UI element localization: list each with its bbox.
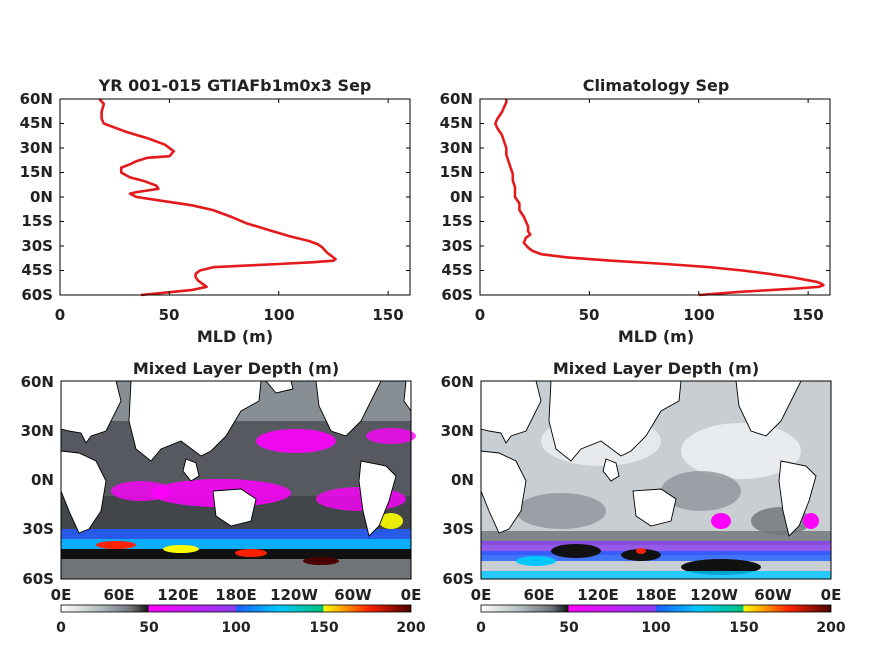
- mld-tick-150: 150: [372, 306, 403, 324]
- lat-tick-0n: 0N: [450, 188, 473, 206]
- map-title-climatology: Mixed Layer Depth (m): [553, 359, 759, 378]
- map-lon-ticks-climatology: 0E 60E 120E 180E 120W 60W 0E: [471, 586, 842, 604]
- lat-tick-45n: 45N: [20, 114, 53, 132]
- map-lon-0e: 0E: [51, 586, 72, 604]
- lat-tick-0n: 0N: [30, 188, 53, 206]
- map-lat-30n: 30N: [441, 422, 474, 440]
- map-lat-60n: 60N: [21, 373, 54, 391]
- mld-tick-50: 50: [579, 306, 600, 324]
- map-lon-0e-end: 0E: [401, 586, 422, 604]
- map-lon-60w: 60W: [754, 586, 792, 604]
- lat-tick-15s: 15S: [441, 212, 473, 230]
- mld-tick-0: 0: [55, 306, 65, 324]
- lat-tick-labels-model: 60N 45N 30N 15N 0N 15S 30S 45S 60S: [20, 90, 53, 304]
- mld-profile-line-model: [98, 98, 337, 297]
- map-lon-180e: 180E: [215, 586, 257, 604]
- map-lon-180e: 180E: [635, 586, 677, 604]
- mld-profile-line-climatology: [494, 99, 825, 297]
- mld-tick-0: 0: [475, 306, 485, 324]
- map-lon-60w: 60W: [334, 586, 372, 604]
- map-title-model: Mixed Layer Depth (m): [133, 359, 339, 378]
- map-lat-30n: 30N: [21, 422, 54, 440]
- lat-tick-60s: 60S: [441, 286, 473, 304]
- map-panel-model: Mixed Layer Depth (m) 60N 30N 0N 30S 60S…: [21, 359, 426, 636]
- plot-frame: [479, 98, 831, 296]
- map-lat-ticks-climatology: 60N 30N 0N 30S 60S: [441, 373, 474, 588]
- map-lat-60s: 60S: [22, 570, 54, 588]
- lat-tick-labels-climatology: 60N 45N 30N 15N 0N 15S 30S 45S 60S: [440, 90, 473, 304]
- profile-title-climatology: Climatology Sep: [583, 76, 730, 95]
- lat-tick-30n: 30N: [440, 139, 473, 157]
- profile-plot-area-model: [59, 98, 411, 297]
- colorbar-model: 0 50 100 150 200: [56, 604, 426, 636]
- lat-tick-15n: 15N: [20, 163, 53, 181]
- colorbar-ramp: [60, 604, 412, 613]
- colorbar-tick-200: 200: [816, 620, 845, 636]
- lat-tick-60s: 60S: [21, 286, 53, 304]
- lat-tick-15s: 15S: [21, 212, 53, 230]
- mld-tick-100: 100: [263, 306, 294, 324]
- x-axis-label-climatology: MLD (m): [618, 327, 694, 346]
- colorbar-tick-0: 0: [56, 620, 66, 636]
- lat-tick-15n: 15N: [440, 163, 473, 181]
- ocean-field-climatology: [480, 380, 832, 580]
- map-lon-60e: 60E: [523, 586, 554, 604]
- mld-tick-100: 100: [683, 306, 714, 324]
- lat-tick-30s: 30S: [441, 237, 473, 255]
- map-lon-60e: 60E: [103, 586, 134, 604]
- mld-tick-50: 50: [159, 306, 180, 324]
- map-frame: [60, 380, 412, 580]
- profile-panel-model: YR 001-015 GTIAFb1m0x3 Sep 60N 45N 30N 1…: [20, 76, 411, 346]
- map-lon-120w: 120W: [690, 586, 738, 604]
- colorbar-tick-0: 0: [476, 620, 486, 636]
- map-lat-0n: 0N: [451, 471, 474, 489]
- map-lon-0e: 0E: [471, 586, 492, 604]
- map-lat-60n: 60N: [441, 373, 474, 391]
- mld-map-model: [60, 380, 417, 580]
- map-lon-120e: 120E: [157, 586, 199, 604]
- lat-tick-60n: 60N: [20, 90, 53, 108]
- colorbar-tick-150: 150: [309, 620, 338, 636]
- map-lat-30s: 30S: [22, 520, 54, 538]
- mld-tick-labels-climatology: 0 50 100 150: [475, 306, 824, 324]
- colorbar-tick-50: 50: [139, 620, 159, 636]
- lat-tick-30n: 30N: [20, 139, 53, 157]
- profile-panel-climatology: Climatology Sep 60N 45N 30N 15N 0N 15S 3…: [440, 76, 831, 346]
- lat-tick-45n: 45N: [440, 114, 473, 132]
- colorbar-tick-150: 150: [729, 620, 758, 636]
- profile-plot-area-climatology: [479, 98, 831, 297]
- mld-tick-labels-model: 0 50 100 150: [55, 306, 404, 324]
- map-lat-30s: 30S: [442, 520, 474, 538]
- map-lat-60s: 60S: [442, 570, 474, 588]
- map-lat-ticks-model: 60N 30N 0N 30S 60S: [21, 373, 54, 588]
- lat-tick-45s: 45S: [21, 261, 53, 279]
- colorbar-tick-100: 100: [221, 620, 250, 636]
- colorbar-climatology: 0 50 100 150 200: [476, 604, 846, 636]
- mld-map-climatology: [480, 380, 832, 580]
- lat-tick-45s: 45S: [441, 261, 473, 279]
- ocean-field-model: [60, 380, 417, 580]
- colorbar-ramp: [480, 604, 832, 613]
- mld-tick-150: 150: [792, 306, 823, 324]
- profile-title-model: YR 001-015 GTIAFb1m0x3 Sep: [98, 76, 372, 95]
- x-axis-label-model: MLD (m): [197, 327, 273, 346]
- map-lon-120w: 120W: [270, 586, 318, 604]
- map-lon-0e-end: 0E: [821, 586, 842, 604]
- colorbar-tick-100: 100: [641, 620, 670, 636]
- colorbar-tick-200: 200: [396, 620, 425, 636]
- lat-tick-60n: 60N: [440, 90, 473, 108]
- map-lon-120e: 120E: [577, 586, 619, 604]
- colorbar-tick-50: 50: [559, 620, 579, 636]
- map-lat-0n: 0N: [31, 471, 54, 489]
- map-lon-ticks-model: 0E 60E 120E 180E 120W 60W 0E: [51, 586, 422, 604]
- map-frame: [480, 380, 832, 580]
- lat-tick-30s: 30S: [21, 237, 53, 255]
- map-panel-climatology: Mixed Layer Depth (m) 60N 30N 0N 30S 60S…: [441, 359, 846, 636]
